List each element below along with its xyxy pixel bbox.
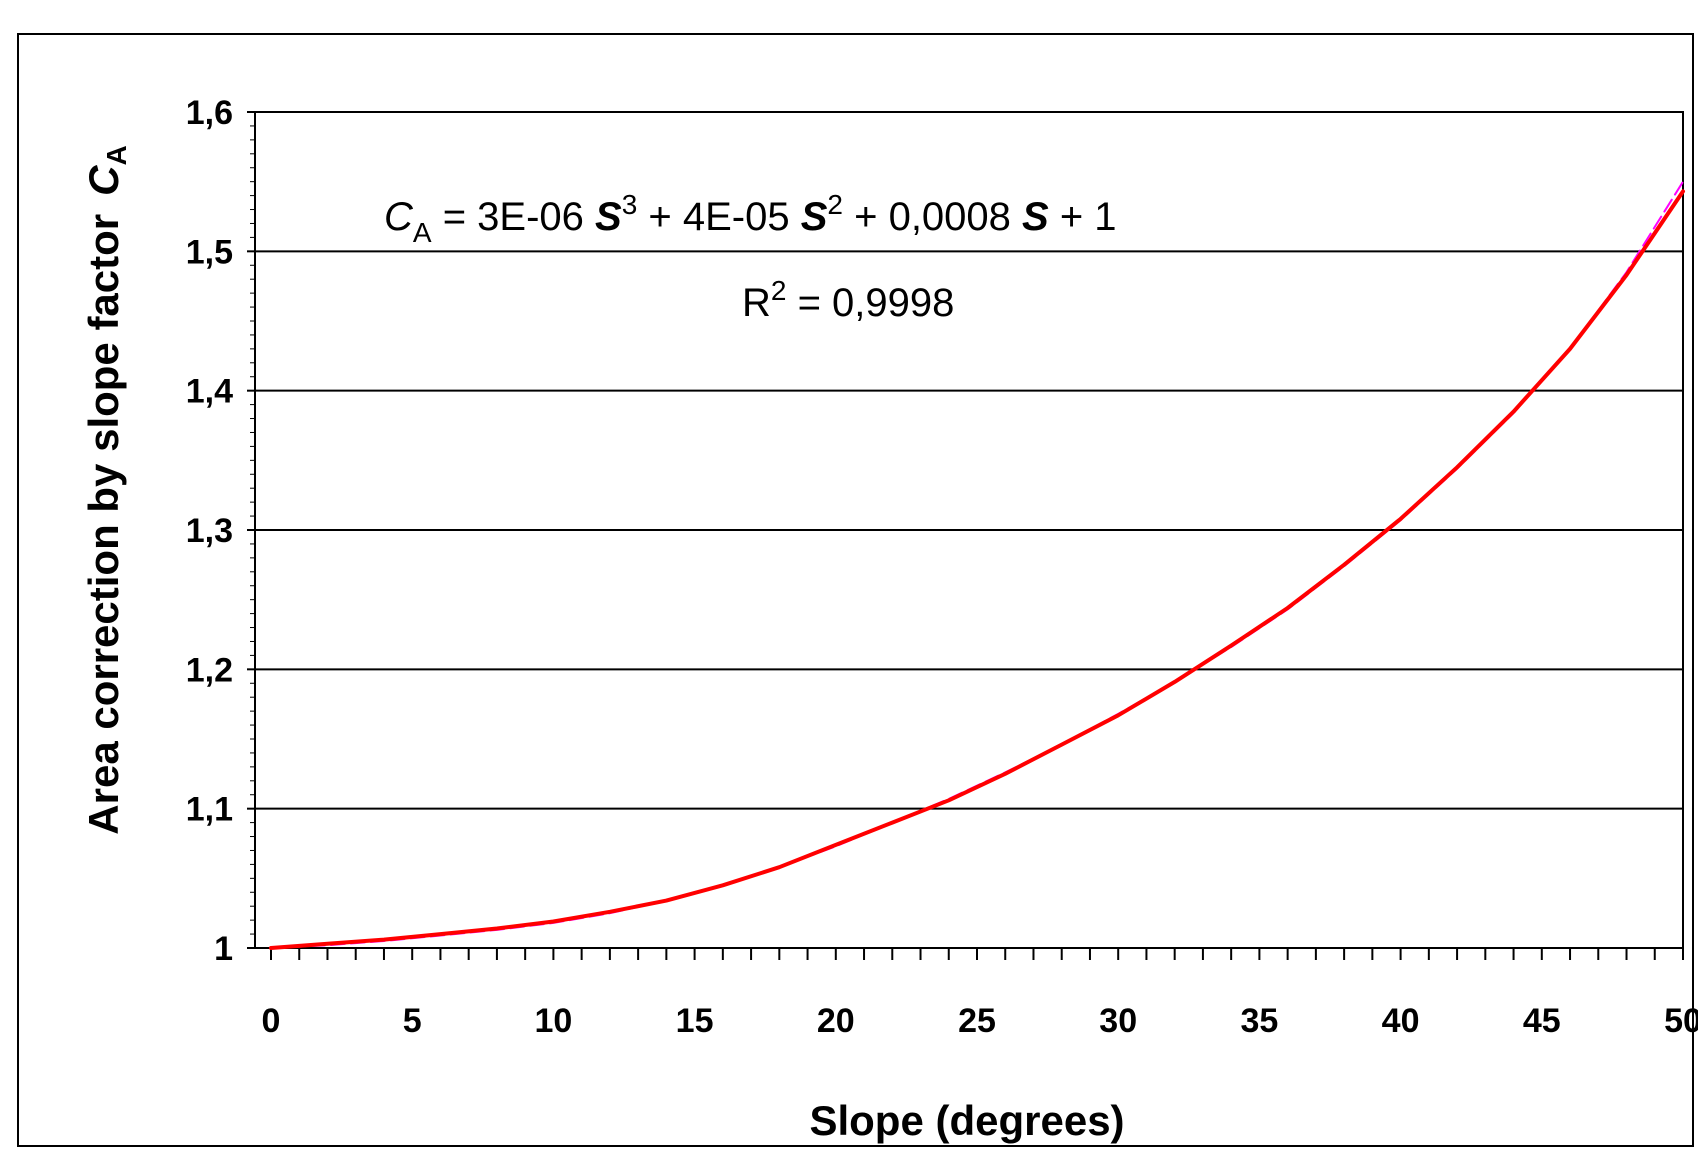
x-tick-label: 5 xyxy=(403,1002,422,1040)
y-axis-title-subscript: A xyxy=(101,145,132,165)
r2-value: = 0,9998 xyxy=(786,281,954,325)
r-squared-annotation: R2 = 0,9998 xyxy=(742,275,954,325)
y-ticks: 1 1,1 1,2 1,3 1,4 1,5 1,6 xyxy=(186,94,255,968)
series-layer xyxy=(269,180,1685,950)
eq-equals: = 3E-06 xyxy=(432,195,595,239)
series-line-fit xyxy=(270,180,1684,949)
series-line-data xyxy=(269,189,1685,950)
eq-s-cubed: S xyxy=(595,195,622,239)
eq-exp3: 3 xyxy=(622,189,638,220)
eq-lhs-symbol: C xyxy=(384,195,414,239)
x-tick-label: 15 xyxy=(676,1002,714,1040)
r2-label: R xyxy=(742,281,771,325)
x-tick-label: 45 xyxy=(1523,1002,1561,1040)
y-tick-label: 1,2 xyxy=(186,651,233,689)
x-tick-label: 35 xyxy=(1240,1002,1278,1040)
y-tick-label: 1,3 xyxy=(186,512,233,550)
y-tick-label: 1,1 xyxy=(186,791,233,829)
y-axis-title-main: Area correction by slope factor xyxy=(80,214,127,835)
x-axis-title: Slope (degrees) xyxy=(809,1097,1124,1144)
r2-exp: 2 xyxy=(771,275,787,306)
eq-term2: + 4E-05 xyxy=(637,195,800,239)
y-tick-label: 1,5 xyxy=(186,233,233,271)
eq-term3: + 0,0008 xyxy=(843,195,1022,239)
eq-exp2: 2 xyxy=(827,189,843,220)
eq-term4: + 1 xyxy=(1049,195,1117,239)
x-tick-label: 40 xyxy=(1382,1002,1420,1040)
x-tick-label: 30 xyxy=(1099,1002,1137,1040)
y-tick-label: 1 xyxy=(214,930,233,968)
gridlines xyxy=(255,250,1683,810)
equation-annotation: CA = 3E-06 S3 + 4E-05 S2 + 0,0008 S + 1 xyxy=(384,189,1117,248)
chart-frame xyxy=(17,33,1694,1147)
y-axis-title: Area correction by slope factor CA xyxy=(80,145,132,834)
x-tick-label: 25 xyxy=(958,1002,996,1040)
x-tick-label: 20 xyxy=(817,1002,855,1040)
y-tick-label: 1,6 xyxy=(186,94,233,132)
eq-s-squared: S xyxy=(801,195,828,239)
eq-lhs-subscript: A xyxy=(413,217,432,248)
x-tick-label: 50 xyxy=(1664,1002,1698,1040)
x-ticks: 0 5 10 15 20 25 30 35 40 45 50 xyxy=(262,948,1698,1040)
x-tick-label: 10 xyxy=(534,1002,572,1040)
y-axis-title-symbol: C xyxy=(80,165,127,196)
x-tick-label: 0 xyxy=(262,1002,281,1040)
eq-s-linear: S xyxy=(1022,195,1049,239)
y-tick-label: 1,4 xyxy=(186,373,233,411)
